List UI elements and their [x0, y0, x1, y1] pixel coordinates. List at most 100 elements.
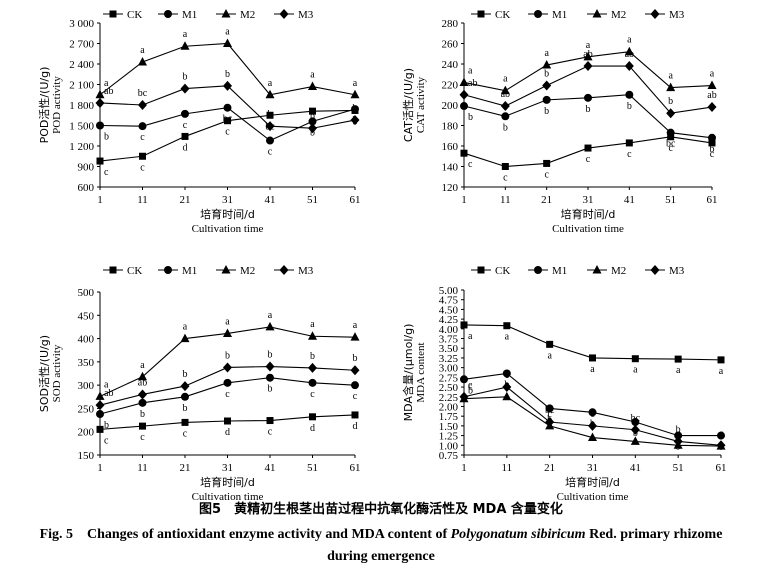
data-point-M2: [223, 328, 232, 337]
x-tick-label: 51: [307, 194, 318, 206]
data-point-M1: [460, 102, 468, 111]
y-axis-title-en: MDA content: [415, 342, 427, 402]
data-point-M2: [542, 60, 552, 69]
significance-letter: ab: [707, 90, 716, 101]
significance-letter: b: [586, 104, 591, 115]
significance-letter: b: [225, 350, 230, 361]
y-tick-label: 3.00: [439, 363, 459, 375]
legend-label-M2: M2: [240, 265, 255, 277]
data-point-M2: [95, 89, 105, 99]
y-tick-label: 260: [442, 39, 459, 51]
significance-letter: c: [590, 409, 595, 420]
data-point-M3: [350, 365, 360, 376]
y-axis-title-cn: POD活性/(U/g): [37, 67, 51, 144]
legend-label-CK: CK: [495, 9, 510, 21]
significance-letter: c: [719, 428, 724, 439]
legend-label-M3: M3: [298, 265, 314, 277]
series-CK: a a a a a a a: [460, 321, 725, 377]
significance-letter: a: [225, 316, 230, 327]
data-point-CK: [674, 355, 682, 363]
y-tick-label: 5.00: [439, 285, 459, 297]
data-point-M3: [500, 101, 510, 112]
significance-letter: c: [183, 120, 188, 131]
x-tick-label: 31: [222, 194, 233, 206]
data-point-M1: [266, 373, 274, 382]
data-point-M2: [502, 391, 512, 401]
x-tick-label: 1: [461, 194, 467, 206]
x-tick-label: 41: [624, 194, 635, 206]
significance-letter: c: [468, 159, 473, 170]
significance-letter: b: [710, 144, 715, 155]
y-tick-label: 240: [442, 59, 459, 71]
legend-marker-M1: [534, 10, 542, 18]
data-point-M2: [138, 56, 147, 66]
data-point-M3: [588, 420, 597, 431]
significance-letter: c: [104, 167, 109, 178]
x-tick-label: 11: [500, 194, 511, 206]
significance-letter: d: [310, 423, 315, 434]
significance-letter: c: [668, 143, 673, 154]
y-tick-label: 280: [442, 18, 459, 30]
y-tick-label: 1 200: [69, 141, 94, 153]
data-point-M1: [584, 93, 592, 102]
data-point-M1: [351, 105, 359, 114]
significance-letter: b: [544, 69, 549, 80]
series-M2: a a a a a a a: [95, 27, 360, 99]
significance-letter: a: [710, 69, 715, 80]
y-tick-label: 3.25: [439, 353, 459, 365]
data-point-CK: [181, 418, 189, 426]
significance-letter: c: [225, 389, 230, 400]
data-point-M1: [181, 392, 189, 401]
significance-letter: a: [503, 74, 508, 85]
significance-letter: a: [310, 70, 315, 81]
data-point-M1: [351, 381, 359, 390]
significance-letter: a: [633, 365, 638, 376]
data-point-M1: [717, 431, 725, 440]
y-tick-label: 160: [442, 141, 459, 153]
data-point-CK: [139, 152, 146, 160]
y-tick-label: 400: [78, 334, 95, 346]
significance-letter: a: [183, 29, 188, 40]
data-point-M1: [708, 133, 716, 142]
x-tick-label: 31: [583, 194, 594, 206]
significance-letter: ab: [138, 377, 147, 388]
x-tick-label: 31: [587, 462, 598, 474]
significance-letter: b: [468, 385, 473, 396]
legend-marker-M3: [650, 9, 660, 19]
data-point-M3: [308, 362, 317, 373]
significance-letter: c: [710, 149, 715, 160]
series-M3: ab bc b b b b b: [95, 69, 360, 134]
data-point-CK: [631, 355, 639, 363]
legend-marker-M1: [164, 266, 172, 274]
data-point-M3: [666, 108, 676, 119]
data-point-CK: [667, 133, 675, 141]
x-tick-label: 61: [350, 462, 361, 474]
significance-letter: b: [468, 112, 473, 123]
data-point-M2: [350, 332, 360, 341]
y-tick-label: 2.75: [439, 372, 459, 384]
significance-letter: c: [676, 428, 681, 439]
x-tick-label: 1: [97, 462, 103, 474]
x-tick-label: 11: [137, 194, 148, 206]
x-tick-label: 31: [222, 462, 233, 474]
data-point-M1: [631, 418, 640, 426]
significance-letter: b: [140, 409, 145, 420]
significance-letter: c: [719, 429, 724, 440]
data-point-M3: [459, 89, 469, 100]
significance-letter: a: [353, 78, 358, 89]
significance-letter: b: [104, 132, 109, 143]
significance-letter: a: [140, 360, 145, 371]
data-point-M1: [96, 121, 104, 130]
data-point-CK: [224, 117, 231, 125]
significance-letter: a: [586, 40, 591, 51]
significance-letter: b: [268, 109, 273, 120]
data-point-M3: [265, 121, 275, 132]
caption-english: Fig. 5 Changes of antioxidant enzyme act…: [0, 524, 762, 568]
data-point-M2: [138, 371, 147, 381]
y-tick-label: 220: [442, 80, 459, 92]
legend-marker-M3: [279, 9, 289, 19]
legend: CK M1 M2 M3: [103, 9, 314, 21]
data-point-M3: [583, 61, 593, 72]
